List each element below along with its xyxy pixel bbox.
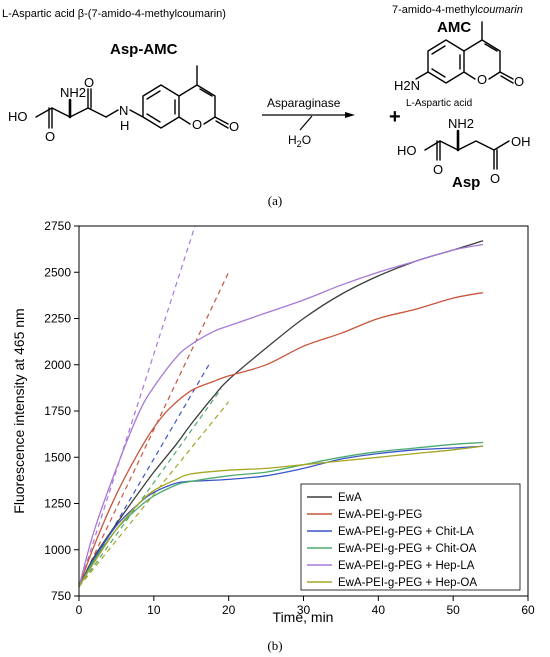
- asp-ho-label: HO: [397, 143, 417, 158]
- amc-h2n-label: H2N: [394, 78, 420, 93]
- asp-right-carboxyl: [493, 149, 498, 170]
- asp-amc-carboxyl-bonds: [48, 107, 53, 129]
- y-tick-label: 2500: [44, 265, 71, 279]
- tangent-line-2: [78, 271, 230, 588]
- asp-amc-nh2-label: NH2: [60, 85, 86, 100]
- enzyme-label: Asparaginase: [267, 96, 341, 110]
- series-line-3: [78, 445, 484, 588]
- series-line-4: [78, 441, 484, 588]
- amc-abbrev: AMC: [437, 19, 471, 36]
- legend-label-6: EwA-PEI-g-PEG + Hep-OA: [338, 577, 477, 589]
- asp-full-name: L-Aspartic acid: [406, 98, 472, 109]
- reaction-scheme: L-Aspartic acid β-(7-amido-4-methylcouma…: [2, 4, 531, 191]
- asp-amc-full-name: L-Aspartic acid β-(7-amido-4-methylcouma…: [2, 8, 226, 20]
- asp-amc-benzene-ring: [142, 84, 180, 129]
- tangent-line-6: [78, 401, 230, 588]
- asp-amc-ho-label: HO: [8, 109, 28, 124]
- asp-amc-lactone-o-label: O: [229, 119, 239, 134]
- amc-benzene-double-bonds: [431, 45, 461, 78]
- asp-amc-o-label: O: [45, 129, 55, 144]
- asp-amc-pyrone-ring: [178, 84, 216, 125]
- tangent-line-3: [78, 362, 211, 588]
- asp-amc-amide-o-label: O: [84, 75, 94, 90]
- tangent-line-5: [78, 225, 196, 587]
- legend: EwA EwA-PEI-g-PEG EwA-PEI-g-PEG + Chit-LA E…: [300, 483, 521, 591]
- legend-box: [300, 483, 521, 591]
- series-line-6: [78, 445, 484, 588]
- x-axis: 0 10 20 30 40 50 60: [76, 596, 535, 617]
- amc-pyrone-double-bond: [484, 43, 498, 52]
- asp-o-left-label: O: [433, 162, 443, 177]
- asp-o-right-label: O: [490, 171, 500, 186]
- x-tick-label: 50: [446, 603, 460, 617]
- plus-sign: +: [389, 106, 401, 128]
- y-tick-label: 2750: [44, 219, 71, 233]
- amc-lactone-co: [499, 71, 514, 84]
- x-tick-label: 30: [297, 603, 311, 617]
- kinetic-curves: [78, 240, 484, 588]
- water-label: H2O: [288, 133, 311, 149]
- legend-label-3: EwA-PEI-g-PEG + Chit-LA: [338, 526, 474, 538]
- asp-amc-abbrev: Asp-AMC: [110, 41, 178, 58]
- asp-amc-benzene-double-bonds: [146, 90, 176, 123]
- reaction-arrowhead: [345, 112, 355, 118]
- legend-label-5: EwA-PEI-g-PEG + Hep-LA: [338, 560, 475, 572]
- asp-amc-amide-n-bond: [105, 109, 119, 118]
- tangent-line-4: [78, 388, 222, 588]
- asp-amc-amide-co: [87, 88, 92, 109]
- legend-label-1: EwA: [338, 492, 362, 504]
- x-tick-label: 10: [147, 603, 161, 617]
- amc-amine-bond: [415, 71, 429, 80]
- amc-full-name: 7-amido-4-methylcoumarin: [392, 4, 523, 16]
- series-line-1: [78, 240, 484, 588]
- y-tick-label: 1500: [44, 450, 71, 464]
- fluorescence-chart: 0 10 20 30 40 50 60 750 1000 1250 1500 1750 2000 225…: [11, 219, 535, 625]
- asp-oh-label: OH: [511, 134, 531, 149]
- y-tick-label: 2250: [44, 312, 71, 326]
- amc-lactone-o-label: O: [514, 74, 524, 89]
- amc-pyrone-ring: [463, 39, 501, 80]
- series-line-5: [78, 243, 484, 587]
- initial-rate-tangents: [78, 225, 230, 588]
- y-tick-label: 1250: [44, 497, 71, 511]
- water-input-mark: [299, 115, 313, 131]
- x-tick-label: 40: [372, 603, 386, 617]
- y-axis-title: Fluorescence intensity at 465 nm: [11, 308, 27, 513]
- asp-amc-ring-o-label: O: [192, 117, 202, 132]
- y-axis: 750 1000 1250 1500 1750 2000 2250 2500 2750: [44, 219, 79, 603]
- x-tick-label: 60: [521, 603, 535, 617]
- x-axis-title: Time, min: [273, 609, 334, 625]
- amc-ring-o-label: O: [477, 72, 487, 87]
- panel-b-label: (b): [267, 638, 283, 653]
- y-tick-label: 1750: [44, 404, 71, 418]
- asp-amc-n-label: N: [119, 103, 128, 118]
- series-line-2: [78, 291, 484, 588]
- x-tick-label: 0: [76, 603, 83, 617]
- asp-amc-n-aryl-bond: [129, 109, 144, 118]
- asp-amc-h-label: H: [120, 118, 129, 133]
- asp-amc-lactone-co: [214, 116, 229, 129]
- amc-benzene-ring: [427, 39, 465, 84]
- asp-left-carboxyl: [436, 140, 441, 161]
- y-tick-label: 750: [51, 589, 71, 603]
- asp-amc-pyrone-double-bond: [199, 88, 213, 97]
- panel-a-label: (a): [267, 193, 283, 208]
- legend-label-4: EwA-PEI-g-PEG + Chit-OA: [338, 543, 477, 555]
- x-tick-label: 20: [222, 603, 236, 617]
- y-tick-label: 1000: [44, 543, 71, 557]
- asp-nh2-label: NH2: [448, 116, 474, 131]
- y-tick-label: 2000: [44, 358, 71, 372]
- asp-abbrev: Asp: [452, 174, 480, 191]
- legend-label-2: EwA-PEI-g-PEG: [338, 509, 422, 521]
